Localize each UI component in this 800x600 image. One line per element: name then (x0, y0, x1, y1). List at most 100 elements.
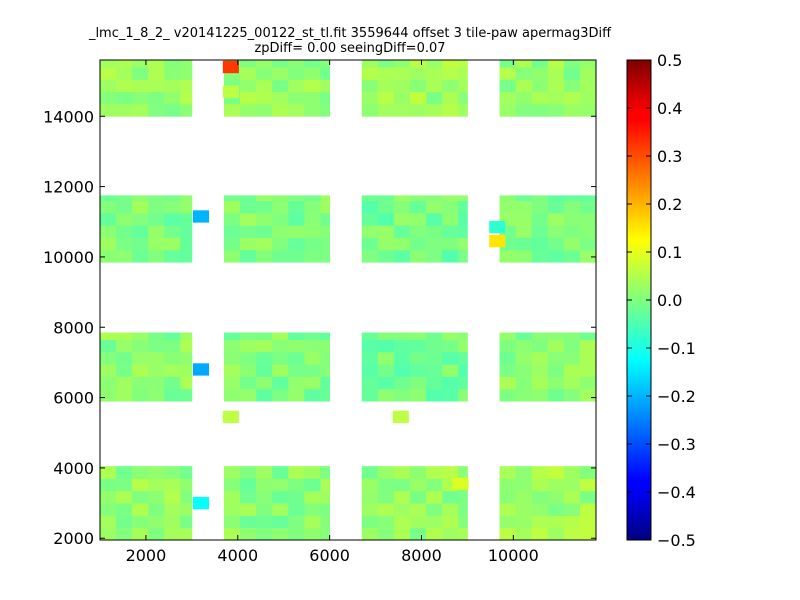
heatmap-cell (272, 67, 289, 80)
heatmap-cell (148, 490, 165, 504)
heatmap-cell (377, 503, 395, 516)
heatmap-cell (547, 200, 565, 214)
heatmap-cell (361, 515, 379, 529)
heatmap-cell (458, 515, 468, 529)
heatmap-cell (377, 237, 395, 251)
heatmap-cell (304, 351, 321, 365)
heatmap-cell (563, 364, 581, 377)
heatmap-cell (377, 249, 395, 263)
heatmap-cell (515, 249, 533, 263)
heatmap-cell (180, 195, 193, 202)
heatmap-cell (579, 503, 597, 516)
heatmap-cell (515, 503, 533, 516)
heatmap-cell (579, 60, 597, 68)
heatmap-cell (410, 339, 427, 353)
heatmap-cell (256, 332, 273, 340)
heatmap-cell (377, 527, 395, 541)
heatmap-cell (499, 79, 517, 93)
plot-frame (99, 59, 597, 541)
heatmap-cell (272, 103, 289, 117)
heatmap-cell (410, 79, 427, 93)
heatmap-cell (116, 195, 133, 202)
heatmap-cell (100, 376, 117, 390)
heatmap-cell (442, 79, 459, 93)
heatmap-cell (547, 237, 565, 251)
heatmap-cell (531, 351, 549, 365)
heatmap-cell (377, 388, 395, 402)
heatmap-cell (224, 515, 241, 529)
heatmap-cell (579, 225, 597, 238)
heatmap-cell (116, 376, 133, 390)
heatmap-cell (240, 60, 257, 68)
heatmap-cell (148, 195, 165, 202)
heatmap-cell (579, 249, 597, 263)
heatmap-cell (272, 351, 289, 365)
heatmap-cell (579, 388, 597, 402)
heatmap-cell (100, 503, 117, 516)
colorbar-tick-label: −0.5 (657, 531, 696, 550)
heatmap-cell (393, 376, 411, 390)
heatmap-cell (531, 103, 549, 117)
heatmap-cell (148, 388, 165, 402)
heatmap-cell (579, 332, 597, 340)
heatmap-cell (442, 339, 459, 353)
heatmap-cell (547, 212, 565, 226)
heatmap-cell (116, 225, 133, 238)
heatmap-cell (393, 503, 411, 516)
heatmap-cell (180, 527, 193, 541)
heatmap-cell (148, 515, 165, 529)
heatmap-cell (164, 466, 181, 479)
heatmap-cell (426, 249, 443, 263)
heatmap-cell (320, 212, 331, 226)
heatmap-cell (132, 212, 149, 226)
heatmap-cell (116, 60, 133, 68)
heatmap-cell (272, 503, 289, 516)
heatmap-cell (272, 376, 289, 390)
heatmap-cell (410, 212, 427, 226)
heatmap-cell (320, 249, 331, 263)
heatmap-cell (579, 478, 597, 492)
heatmap-cell (377, 466, 395, 479)
heatmap-cell (579, 200, 597, 214)
heatmap-cell (410, 332, 427, 340)
heatmap-cell (393, 225, 411, 238)
heatmap-cell (458, 249, 468, 263)
heatmap-cell (288, 332, 305, 340)
heatmap-cell (272, 79, 289, 93)
heatmap-cell (442, 237, 459, 251)
heatmap-cell (304, 67, 321, 80)
heatmap-cell (256, 60, 273, 68)
heatmap-cell (320, 339, 331, 353)
heatmap-cell (320, 503, 331, 516)
heatmap-cell (563, 103, 581, 117)
heatmap-cell (304, 79, 321, 93)
heatmap-cell (547, 388, 565, 402)
heatmap-cell (563, 91, 581, 105)
heatmap-cell (426, 212, 443, 226)
heatmap-cell (148, 225, 165, 238)
heatmap-cell (116, 466, 133, 479)
heatmap-cell (164, 351, 181, 365)
heatmap-cell (499, 351, 517, 365)
heatmap-cell (499, 195, 517, 202)
heatmap-cell (288, 364, 305, 377)
heatmap-cell (547, 466, 565, 479)
heatmap-cell (272, 60, 289, 68)
heatmap-cell (579, 212, 597, 226)
heatmap-cell (148, 67, 165, 80)
heatmap-cell (272, 225, 289, 238)
heatmap-cell (458, 388, 468, 402)
heatmap-cell (547, 249, 565, 263)
heatmap-cell (240, 503, 257, 516)
heatmap-cell (240, 466, 257, 479)
heatmap-cell (442, 91, 459, 105)
heatmap-cell (547, 478, 565, 492)
heatmap-cell (180, 364, 193, 377)
heatmap-cell (132, 60, 149, 68)
heatmap-cell (272, 195, 289, 202)
heatmap-cell (132, 339, 149, 353)
heatmap-cell (377, 478, 395, 492)
heatmap-cell (320, 103, 331, 117)
heatmap-cell (256, 466, 273, 479)
heatmap-cell (547, 376, 565, 390)
